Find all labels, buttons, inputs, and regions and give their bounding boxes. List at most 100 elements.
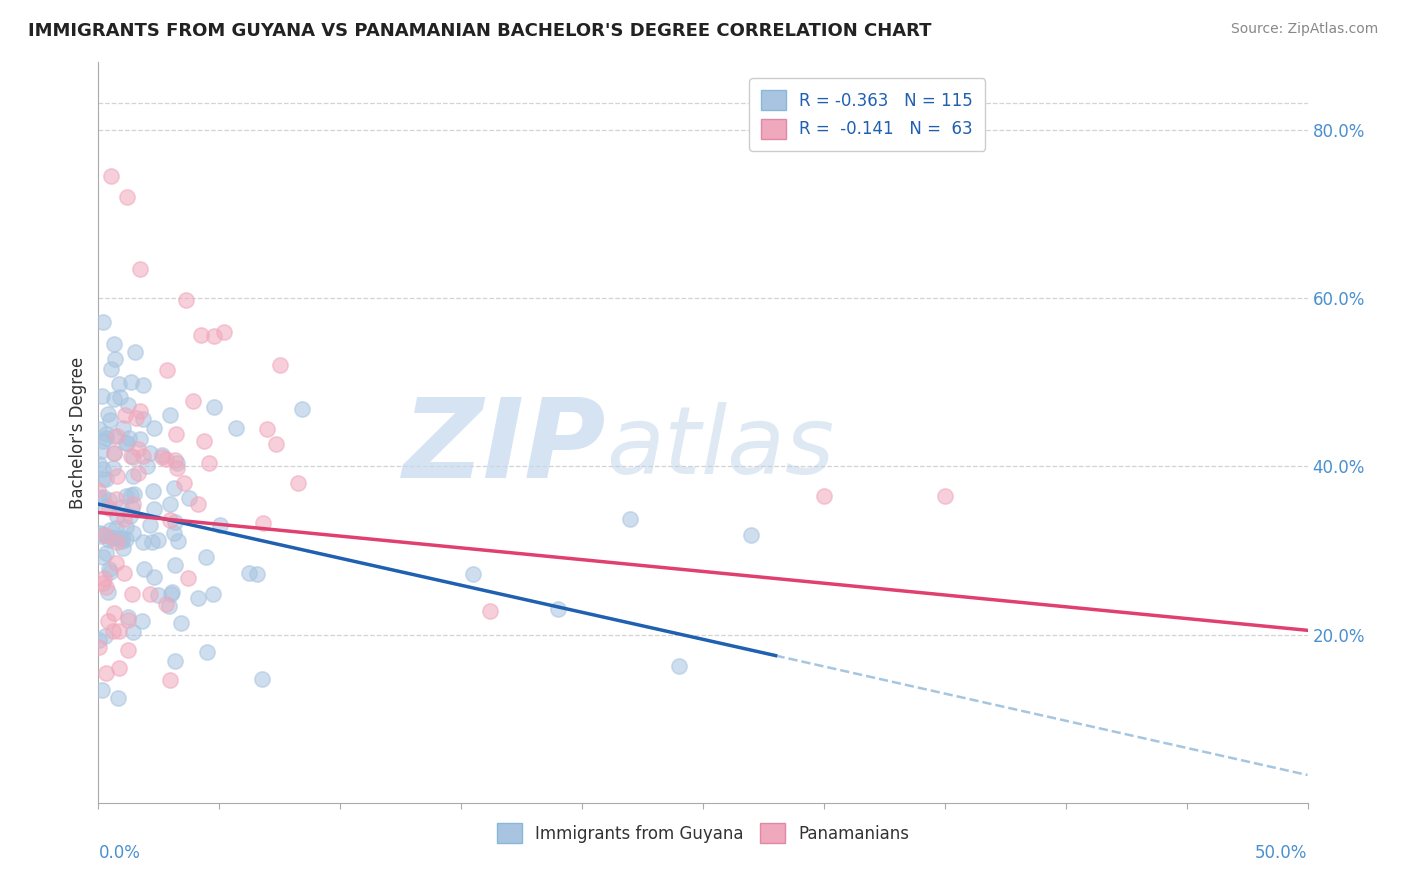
Point xyxy=(146,533,169,548)
Point xyxy=(117,190,139,204)
Point xyxy=(155,452,177,467)
Point xyxy=(143,502,166,516)
Point xyxy=(132,412,155,426)
Point xyxy=(547,602,569,616)
Point xyxy=(176,293,198,307)
Point xyxy=(87,633,110,648)
Point xyxy=(163,654,186,668)
Point xyxy=(94,629,117,643)
Point xyxy=(89,491,111,505)
Point xyxy=(96,580,118,594)
Point xyxy=(155,597,177,611)
Point xyxy=(97,614,120,628)
Point xyxy=(197,644,219,658)
Point xyxy=(479,604,502,618)
Point xyxy=(87,483,110,497)
Point xyxy=(138,446,160,460)
Point xyxy=(108,661,131,675)
Point xyxy=(142,570,165,584)
Text: IMMIGRANTS FROM GUYANA VS PANAMANIAN BACHELOR'S DEGREE CORRELATION CHART: IMMIGRANTS FROM GUYANA VS PANAMANIAN BAC… xyxy=(28,22,932,40)
Point xyxy=(160,587,183,601)
Point xyxy=(287,476,309,491)
Point xyxy=(120,449,142,463)
Point xyxy=(157,599,180,614)
Point xyxy=(170,616,193,631)
Point xyxy=(202,587,225,601)
Point xyxy=(91,462,114,476)
Point xyxy=(141,535,163,549)
Text: atlas: atlas xyxy=(606,402,835,493)
Point xyxy=(107,509,129,524)
Point xyxy=(112,566,135,580)
Point xyxy=(150,449,173,463)
Point xyxy=(120,488,142,502)
Point xyxy=(114,436,136,450)
Point xyxy=(177,571,200,585)
Point xyxy=(103,337,125,351)
Point xyxy=(127,442,149,456)
Point xyxy=(128,261,150,276)
Point xyxy=(105,535,128,549)
Point xyxy=(124,345,146,359)
Point xyxy=(103,624,125,638)
Point xyxy=(118,509,141,524)
Point xyxy=(108,377,131,392)
Point xyxy=(619,512,641,526)
Point xyxy=(132,562,155,576)
Point xyxy=(103,606,125,620)
Point xyxy=(291,402,314,417)
Point xyxy=(156,363,179,377)
Point xyxy=(112,421,135,435)
Point xyxy=(740,528,762,542)
Point xyxy=(190,327,212,342)
Point xyxy=(125,411,148,425)
Point xyxy=(131,614,153,628)
Point xyxy=(91,434,114,449)
Point xyxy=(121,525,143,540)
Point xyxy=(163,515,186,529)
Point xyxy=(202,400,225,414)
Point xyxy=(204,329,226,343)
Point xyxy=(104,491,127,506)
Point xyxy=(103,460,125,475)
Point xyxy=(163,525,186,540)
Point xyxy=(110,500,132,514)
Point xyxy=(112,541,135,555)
Text: 0.0%: 0.0% xyxy=(98,844,141,862)
Point xyxy=(91,315,114,329)
Point xyxy=(177,491,200,505)
Legend: Immigrants from Guyana, Panamanians: Immigrants from Guyana, Panamanians xyxy=(489,816,917,850)
Point xyxy=(165,453,187,467)
Point xyxy=(91,575,114,590)
Point xyxy=(98,533,121,548)
Point xyxy=(96,666,118,681)
Point xyxy=(139,518,162,533)
Point xyxy=(250,672,273,686)
Point xyxy=(89,640,111,654)
Point xyxy=(90,527,112,541)
Point xyxy=(150,450,173,464)
Point xyxy=(160,585,183,599)
Point xyxy=(117,610,139,624)
Point xyxy=(166,456,188,470)
Point xyxy=(115,520,138,534)
Point xyxy=(127,466,149,480)
Point xyxy=(148,588,170,602)
Point xyxy=(89,444,111,458)
Point xyxy=(121,468,143,483)
Point xyxy=(165,426,187,441)
Point xyxy=(187,591,209,605)
Point xyxy=(93,527,115,541)
Point xyxy=(91,682,114,697)
Point xyxy=(100,361,122,376)
Point xyxy=(193,434,215,449)
Point xyxy=(225,421,247,435)
Point xyxy=(112,512,135,526)
Point xyxy=(264,437,287,451)
Point xyxy=(165,558,187,572)
Point xyxy=(117,643,139,657)
Point xyxy=(132,449,155,463)
Text: 50.0%: 50.0% xyxy=(1256,844,1308,862)
Point xyxy=(108,531,131,545)
Point xyxy=(87,422,110,436)
